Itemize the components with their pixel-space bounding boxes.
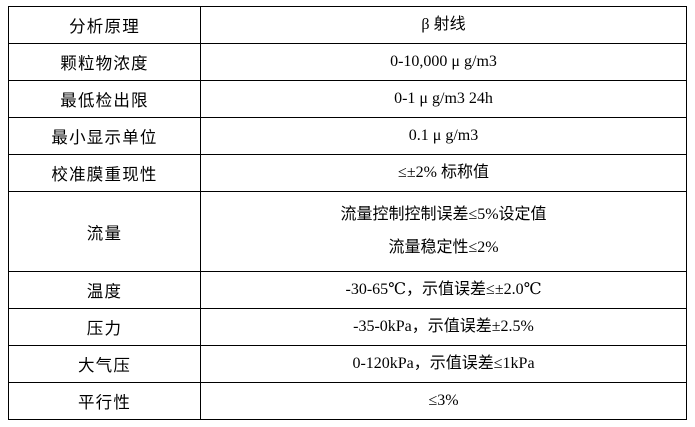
row-label-cell: 温度 (8, 271, 201, 309)
row-label-text: 分析原理 (69, 17, 140, 36)
row-label-cell: 颗粒物浓度 (8, 43, 201, 81)
row-label-text: 大气压 (77, 356, 132, 375)
row-label-cell: 流量 (8, 191, 201, 272)
row-value-line: β 射线 (421, 16, 466, 33)
row-label-text: 温度 (86, 282, 123, 301)
table-row: 平行性 ≤3% (8, 382, 687, 420)
table-row: 校准膜重现性 ≤±2% 标称值 (8, 154, 687, 192)
table-body: 分析原理 β 射线 颗粒物浓度 0-10,000 μ g/m3 最低检出限 (8, 6, 687, 420)
specification-table: 分析原理 β 射线 颗粒物浓度 0-10,000 μ g/m3 最低检出限 (8, 6, 687, 420)
row-label-text: 流量 (86, 223, 123, 243)
row-value-cell: 0-10,000 μ g/m3 (200, 43, 687, 81)
row-label-text: 校准膜重现性 (51, 165, 158, 184)
row-label-cell: 压力 (8, 308, 201, 346)
row-value-line: 0-1 μ g/m3 24h (394, 90, 493, 107)
row-value-cell: β 射线 (200, 6, 687, 44)
table-row: 最低检出限 0-1 μ g/m3 24h (8, 80, 687, 118)
table-row: 压力 -35-0kPa，示值误差±2.5% (8, 308, 687, 346)
row-label-text: 压力 (86, 319, 123, 338)
row-value-cell: ≤3% (200, 382, 687, 420)
row-value-line: 流量控制控制误差≤5%设定值 (340, 206, 547, 223)
row-value-cell: ≤±2% 标称值 (200, 154, 687, 192)
row-value-line: -35-0kPa，示值误差±2.5% (353, 318, 534, 335)
row-value-cell: 流量控制控制误差≤5%设定值 流量稳定性≤2% (200, 191, 687, 272)
row-label-cell: 分析原理 (8, 6, 201, 44)
table-row: 颗粒物浓度 0-10,000 μ g/m3 (8, 43, 687, 81)
row-value-line: 0-120kPa，示值误差≤1kPa (352, 355, 535, 372)
row-label-cell: 最低检出限 (8, 80, 201, 118)
row-value-line: ≤3% (428, 392, 459, 409)
table-row: 流量 流量控制控制误差≤5%设定值 流量稳定性≤2% (8, 191, 687, 272)
row-value-line: 0.1 μ g/m3 (408, 127, 479, 144)
table-row: 分析原理 β 射线 (8, 6, 687, 44)
row-label-text: 最低检出限 (60, 91, 149, 110)
table-row: 大气压 0-120kPa，示值误差≤1kPa (8, 345, 687, 383)
row-label-text: 颗粒物浓度 (60, 54, 149, 73)
row-value-cell: -30-65℃，示值误差≤±2.0℃ (200, 271, 687, 309)
row-value-cell: 0-1 μ g/m3 24h (200, 80, 687, 118)
row-value-line: -30-65℃，示值误差≤±2.0℃ (345, 281, 542, 298)
row-value-line: 0-10,000 μ g/m3 (390, 53, 497, 70)
table-row: 温度 -30-65℃，示值误差≤±2.0℃ (8, 271, 687, 309)
row-label-cell: 平行性 (8, 382, 201, 420)
row-value-line: ≤±2% 标称值 (398, 164, 489, 181)
row-value-line: 流量稳定性≤2% (388, 239, 499, 256)
row-label-text: 最小显示单位 (51, 128, 158, 147)
row-label-cell: 校准膜重现性 (8, 154, 201, 192)
table-row: 最小显示单位 0.1 μ g/m3 (8, 117, 687, 155)
row-value-cell: 0-120kPa，示值误差≤1kPa (200, 345, 687, 383)
row-label-text: 平行性 (77, 393, 132, 412)
row-label-cell: 最小显示单位 (8, 117, 201, 155)
row-value-cell: -35-0kPa，示值误差±2.5% (200, 308, 687, 346)
row-value-cell: 0.1 μ g/m3 (200, 117, 687, 155)
row-label-cell: 大气压 (8, 345, 201, 383)
